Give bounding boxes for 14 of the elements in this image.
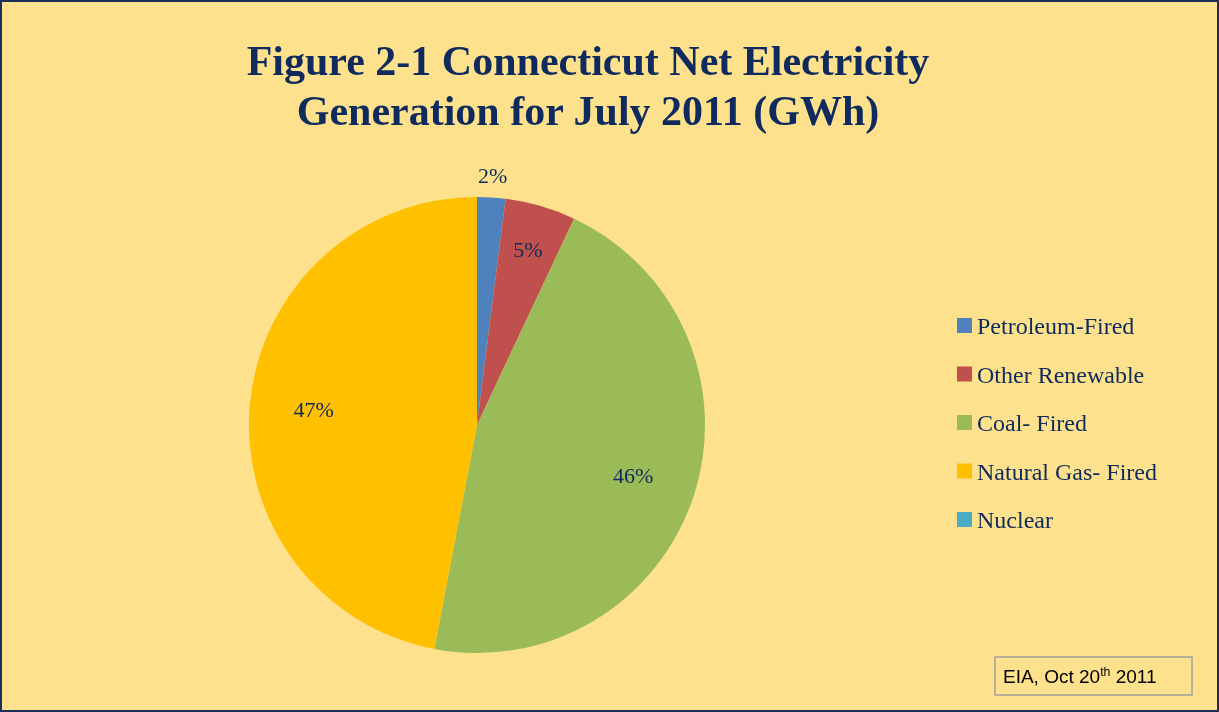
- data-label: 5%: [513, 237, 543, 263]
- legend-label: Petroleum-Fired: [977, 313, 1135, 339]
- data-label: 47%: [293, 397, 334, 423]
- data-label: 2%: [478, 162, 508, 188]
- data-label: 46%: [612, 463, 654, 489]
- chart-title: Figure 2-1 Connecticut Net Electricity Generation for July 2011 (GWh): [246, 38, 930, 135]
- pie-slice: [434, 218, 705, 653]
- legend-label: Natural Gas- Fired: [977, 458, 1157, 485]
- pie-slice: [477, 198, 575, 425]
- pie-slice: [249, 197, 477, 649]
- legend-label: Coal- Fired: [977, 410, 1087, 436]
- legend-label: Nuclear: [977, 507, 1053, 533]
- legend-label: Other Renewable: [977, 361, 1145, 388]
- text: EIA, Oct 20$^{th}$ 2011: [1003, 665, 1157, 687]
